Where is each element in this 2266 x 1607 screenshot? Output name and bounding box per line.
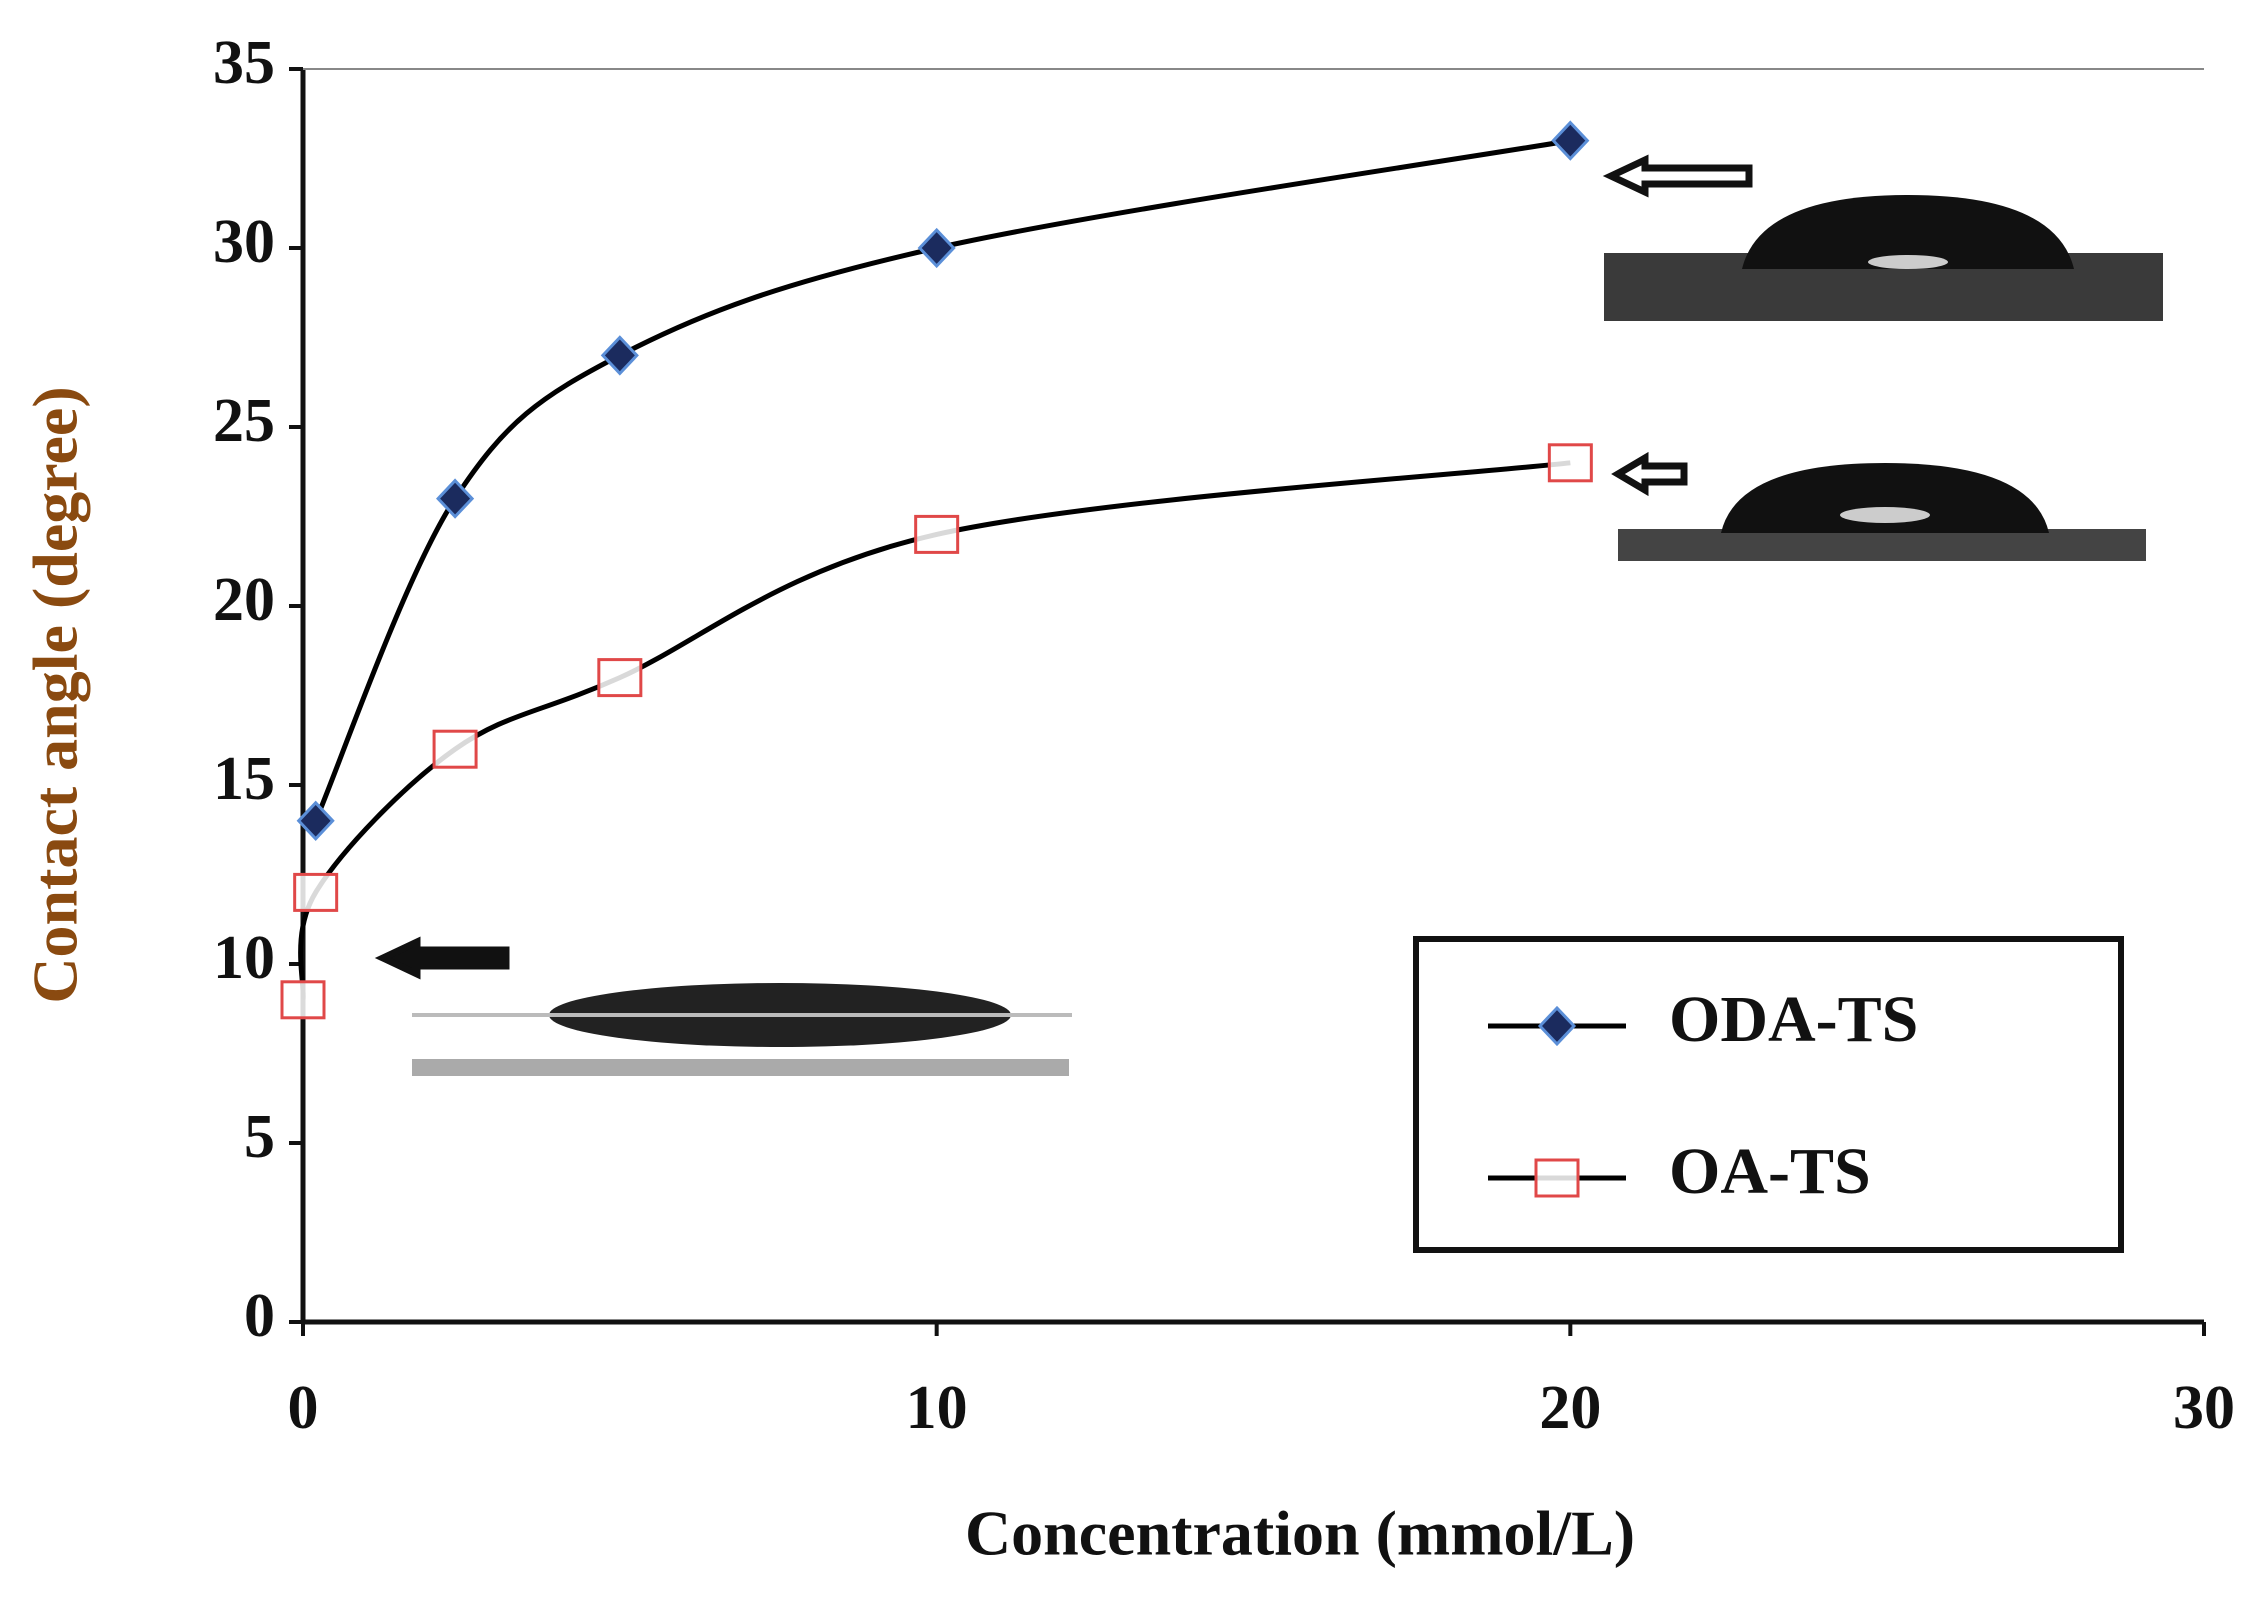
marker bbox=[917, 227, 956, 269]
marker bbox=[293, 872, 339, 912]
legend-label: ODA-TS bbox=[1669, 983, 1918, 1056]
arrow bbox=[374, 154, 1753, 980]
legend-label: OA-TS bbox=[1669, 1135, 1871, 1208]
y-tick-label: 10 bbox=[213, 924, 275, 992]
y-tick-label: 20 bbox=[213, 566, 275, 634]
y-tick-label: 0 bbox=[244, 1282, 275, 1350]
y-tick-label: 25 bbox=[213, 387, 275, 455]
x-tick-label: 0 bbox=[288, 1374, 319, 1442]
y-tick-label: 30 bbox=[213, 208, 275, 276]
marker bbox=[436, 478, 475, 519]
y-tick-label: 15 bbox=[213, 745, 275, 813]
x-tick-label: 10 bbox=[906, 1374, 968, 1442]
marker bbox=[296, 800, 335, 841]
marker bbox=[432, 729, 478, 769]
y-axis-title: Contact angle (degree) bbox=[20, 386, 91, 1003]
droplet-inset-oa bbox=[1618, 463, 2146, 561]
droplet-inset-oda bbox=[1604, 195, 2163, 321]
marker bbox=[1547, 443, 1593, 483]
marker bbox=[600, 335, 639, 376]
legend-marker bbox=[1534, 1158, 1580, 1198]
droplet-inset-base bbox=[412, 983, 1072, 1076]
marker bbox=[1551, 120, 1590, 161]
y-tick-label: 5 bbox=[244, 1103, 275, 1171]
x-tick-label: 30 bbox=[2173, 1374, 2235, 1442]
legend bbox=[1413, 936, 2124, 1253]
series-line bbox=[313, 138, 1571, 822]
x-tick-label: 20 bbox=[1539, 1374, 1601, 1442]
legend-marker bbox=[1537, 1005, 1577, 1047]
marker bbox=[597, 658, 643, 698]
marker bbox=[914, 514, 960, 554]
marker bbox=[280, 980, 326, 1020]
x-axis-title: Concentration (mmol/L) bbox=[965, 1498, 1635, 1569]
legend-box bbox=[1413, 936, 2124, 1253]
y-tick-label: 35 bbox=[213, 29, 275, 97]
